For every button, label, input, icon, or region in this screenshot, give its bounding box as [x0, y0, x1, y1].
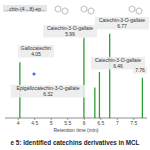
x-tick-label: 6: [83, 120, 86, 126]
peaks: [20, 34, 143, 118]
annotation-box: [3, 5, 47, 12]
label-box: [11, 85, 85, 98]
x-tick-label: 4: [17, 120, 20, 126]
peak: [83, 38, 84, 118]
peak: [99, 72, 100, 118]
peak-time: 7.76: [135, 67, 145, 73]
marker-icon: [32, 72, 37, 77]
structure-images: [55, 6, 142, 14]
annotation: ...chin-(4→8)-ep...: [5, 6, 45, 12]
peak-time: 6.32: [43, 91, 53, 97]
x-axis: [5, 118, 147, 119]
peak-time: 6.46: [113, 63, 123, 69]
peak-time: 5.99: [65, 31, 75, 37]
label-box: [18, 45, 54, 58]
caption: e 5: Identified catechins derivatives in…: [11, 139, 140, 146]
x-tick-label: 5.5: [64, 120, 71, 126]
peak-time: 4.05: [31, 51, 41, 57]
x-axis-label: Retention time (min): [53, 127, 98, 133]
label-box: [133, 67, 147, 74]
peak: [94, 88, 95, 118]
x-tick-label: 7: [116, 120, 119, 126]
chart: ...chin-(4→8)-ep...Gallocatechin4.05Cate…: [0, 0, 150, 150]
label-box: [43, 25, 97, 38]
label-box: [95, 17, 149, 30]
peak-time: 6.77: [117, 23, 127, 29]
x-tick-label: 4.5: [31, 120, 38, 126]
peak: [109, 34, 110, 118]
x-tick-label: 6.5: [97, 120, 104, 126]
x-tick-label: 5: [50, 120, 53, 126]
peak: [142, 78, 143, 118]
x-tick-label: 7.5: [130, 120, 137, 126]
